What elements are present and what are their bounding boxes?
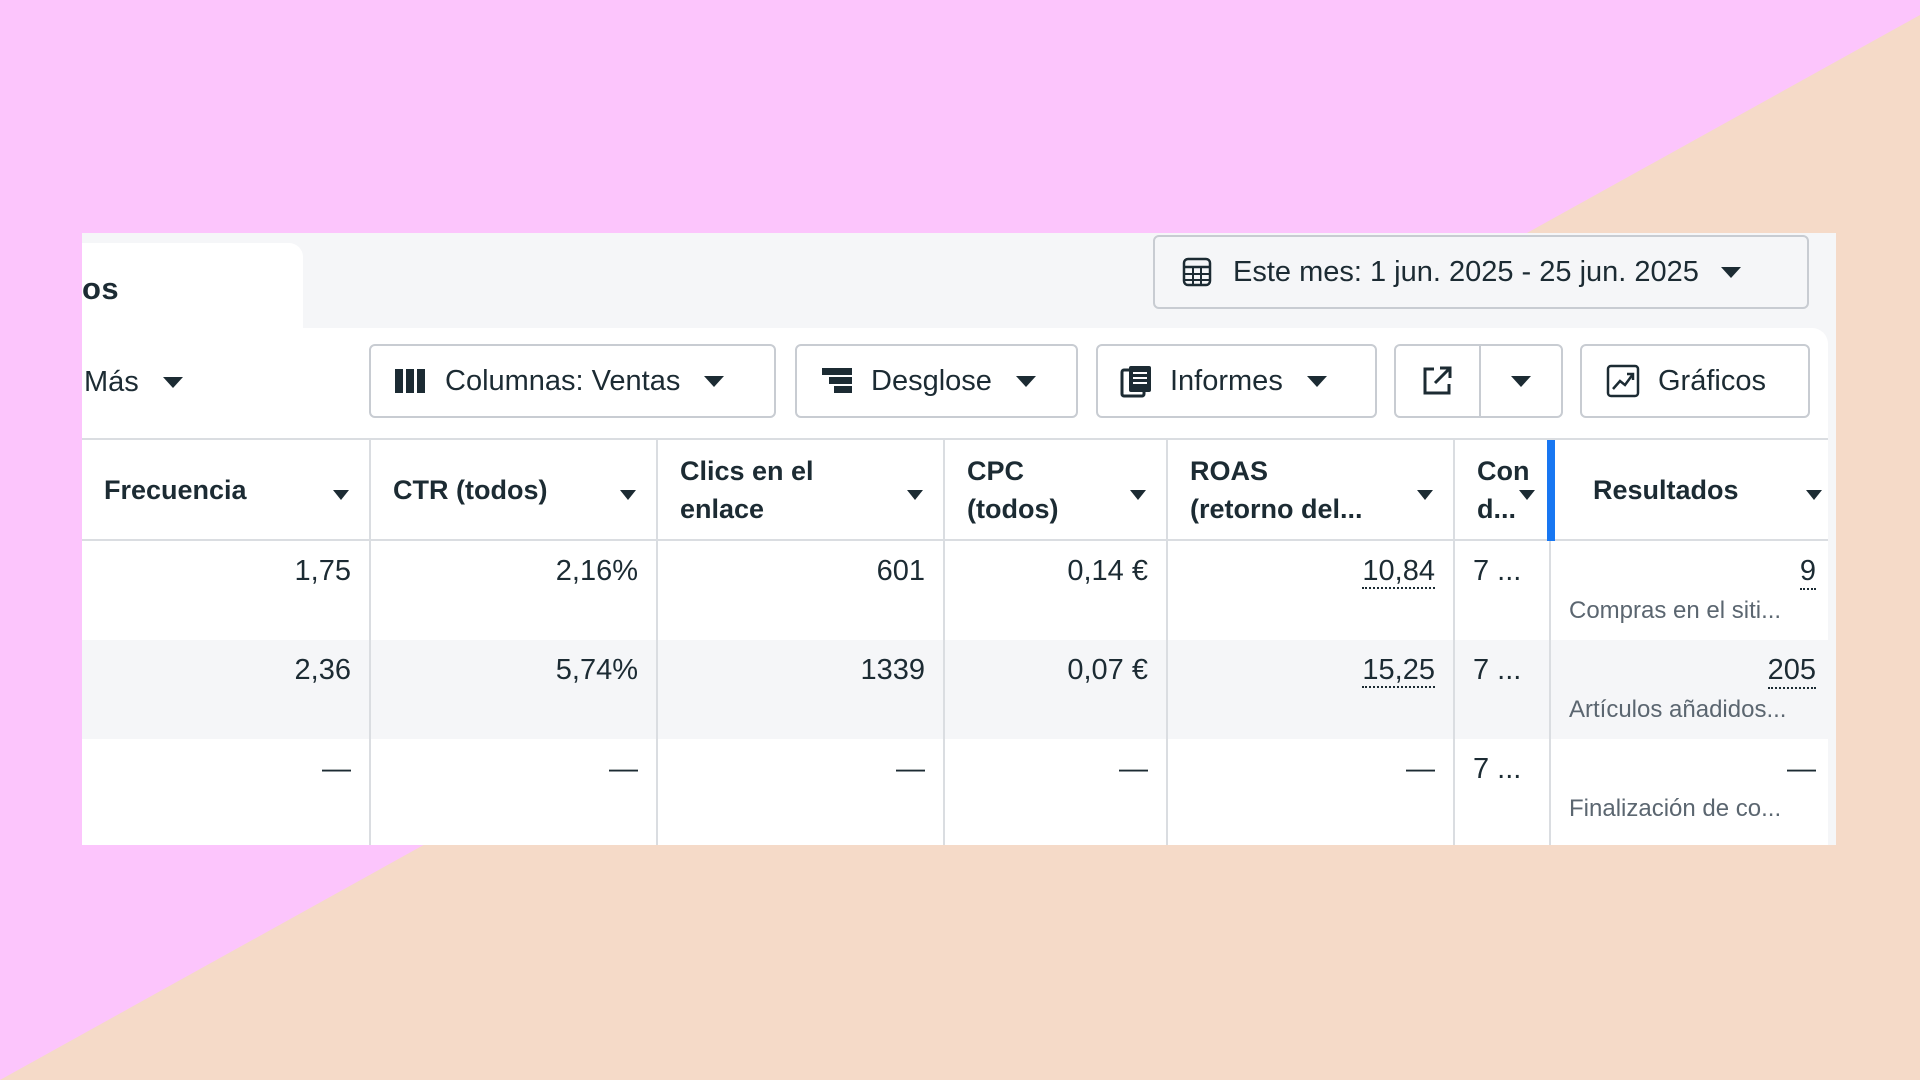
chevron-down-icon — [1510, 375, 1531, 387]
column-header-clics[interactable]: Clics en el enlace — [658, 440, 945, 541]
breakdown-label: Desglose — [871, 364, 992, 397]
cell-con: 7 ... — [1455, 640, 1551, 739]
column-header-label: Resultados — [1593, 474, 1739, 505]
column-header-roas[interactable]: ROAS (retorno del... — [1168, 440, 1455, 541]
calendar-icon — [1182, 257, 1212, 287]
breakdown-icon — [822, 368, 852, 393]
cell-frecuencia: 2,36 — [82, 640, 371, 739]
export-split-button — [1394, 344, 1563, 418]
cell-cpc: — — [945, 739, 1168, 845]
cell-con: 7 ... — [1455, 541, 1551, 640]
cell-clics: 601 — [658, 541, 945, 640]
cell-ctr: 2,16% — [371, 541, 658, 640]
result-value[interactable]: 9 — [1799, 555, 1816, 590]
columns-label: Columnas: Ventas — [445, 364, 681, 397]
cell-clics: 1339 — [658, 640, 945, 739]
table-container: Más Columnas: Ventas Desglose — [82, 328, 1828, 845]
cell-ctr: 5,74% — [371, 640, 658, 739]
column-header-frecuencia[interactable]: Frecuencia — [82, 440, 371, 541]
header-line-1: CPC — [967, 455, 1025, 486]
sort-caret-icon[interactable] — [907, 490, 923, 500]
chevron-down-icon — [704, 375, 725, 387]
column-resize-handle[interactable] — [1547, 440, 1555, 541]
export-icon — [1423, 366, 1452, 395]
cell-clics: — — [658, 739, 945, 845]
result-value: — — [1787, 753, 1816, 785]
table-row[interactable]: — — — — — 7 ... — Finalización de co... — [82, 739, 1828, 845]
cell-cpc: 0,07 € — [945, 640, 1168, 739]
header-line-1: ROAS — [1190, 455, 1269, 486]
columns-button[interactable]: Columnas: Ventas — [369, 344, 776, 418]
reports-icon — [1120, 366, 1151, 398]
reports-label: Informes — [1170, 364, 1283, 397]
chevron-down-icon — [162, 377, 183, 388]
header-line-2: (retorno del... — [1190, 493, 1363, 524]
cell-frecuencia: 1,75 — [82, 541, 371, 640]
header-line-1: Clics en el — [680, 455, 814, 486]
sort-caret-icon[interactable] — [1417, 490, 1433, 500]
charts-button[interactable]: Gráficos — [1580, 344, 1810, 418]
export-button[interactable] — [1396, 346, 1481, 416]
column-header-con[interactable]: Con d... — [1455, 440, 1551, 541]
cell-roas[interactable]: 10,84 — [1168, 541, 1455, 640]
sort-caret-icon[interactable] — [1806, 490, 1822, 500]
sort-caret-icon[interactable] — [1130, 490, 1146, 500]
chevron-down-icon — [1015, 375, 1036, 387]
chart-icon — [1606, 364, 1640, 398]
date-range-button[interactable]: Este mes: 1 jun. 2025 - 25 jun. 2025 — [1153, 235, 1809, 309]
column-header-label: ROAS (retorno del... — [1190, 452, 1363, 528]
column-header-label: Con d... — [1477, 452, 1529, 528]
export-options-button[interactable] — [1481, 346, 1561, 416]
columns-icon — [395, 369, 425, 393]
cell-roas[interactable]: 15,25 — [1168, 640, 1455, 739]
roas-value[interactable]: 10,84 — [1362, 555, 1435, 589]
cell-resultados: — Finalización de co... — [1551, 739, 1828, 845]
header-line-2: (todos) — [967, 493, 1059, 524]
charts-label: Gráficos — [1658, 364, 1766, 397]
date-range-label: Este mes: 1 jun. 2025 - 25 jun. 2025 — [1233, 255, 1699, 288]
cell-cpc: 0,14 € — [945, 541, 1168, 640]
column-header-resultados[interactable]: Resultados — [1555, 440, 1828, 541]
result-type-label: Artículos añadidos... — [1569, 696, 1787, 723]
cell-frecuencia: — — [82, 739, 371, 845]
column-header-ctr[interactable]: CTR (todos) — [371, 440, 658, 541]
column-header-label: CPC (todos) — [967, 452, 1058, 528]
cell-resultados: 9 Compras en el siti... — [1551, 541, 1828, 640]
column-header-cpc[interactable]: CPC (todos) — [945, 440, 1168, 541]
column-header-label: Clics en el enlace — [680, 452, 814, 528]
breakdown-button[interactable]: Desglose — [795, 344, 1078, 418]
header-line-1: Con — [1477, 455, 1530, 486]
cell-con: 7 ... — [1455, 739, 1551, 845]
table-row[interactable]: 1,75 2,16% 601 0,14 € 10,84 7 ... 9 Comp… — [82, 541, 1828, 640]
cell-resultados: 205 Artículos añadidos... — [1551, 640, 1828, 739]
sort-caret-icon[interactable] — [333, 490, 349, 500]
tab-label: os — [82, 271, 120, 306]
cell-ctr: — — [371, 739, 658, 845]
roas-value[interactable]: 15,25 — [1362, 654, 1435, 688]
sort-caret-icon[interactable] — [1519, 490, 1535, 500]
result-type-label: Compras en el siti... — [1569, 597, 1782, 624]
reports-button[interactable]: Informes — [1096, 344, 1377, 418]
ads-manager-panel: os Este mes: 1 jun. 2025 - 25 jun. 2025 … — [82, 233, 1836, 845]
sort-caret-icon[interactable] — [620, 490, 636, 500]
column-header-label: Frecuencia — [104, 474, 247, 505]
more-button[interactable]: Más — [84, 366, 183, 399]
column-header-label: CTR (todos) — [393, 474, 548, 505]
table-row[interactable]: 2,36 5,74% 1339 0,07 € 15,25 7 ... 205 A… — [82, 640, 1828, 739]
header-line-2: d... — [1477, 493, 1516, 524]
result-type-label: Finalización de co... — [1569, 795, 1782, 822]
results-table: Frecuencia CTR (todos) Clics en el enlac… — [82, 438, 1828, 845]
more-label: Más — [84, 366, 139, 398]
chevron-down-icon — [1306, 375, 1327, 387]
cell-roas: — — [1168, 739, 1455, 845]
chevron-down-icon — [1720, 266, 1741, 278]
header-line-2: enlace — [680, 493, 765, 524]
active-tab[interactable]: os — [82, 243, 303, 338]
result-value[interactable]: 205 — [1767, 654, 1816, 689]
